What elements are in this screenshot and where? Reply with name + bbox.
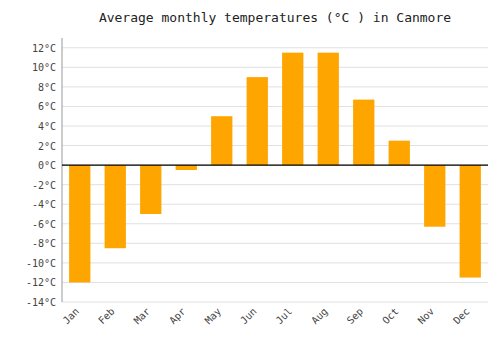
bar xyxy=(424,165,445,227)
grid-line xyxy=(62,302,488,303)
bar xyxy=(247,77,268,165)
y-tick-label: -10°C xyxy=(26,258,56,269)
x-tick-label: Mar xyxy=(132,306,153,327)
y-axis-line xyxy=(62,38,63,302)
bar xyxy=(353,100,374,166)
bar xyxy=(105,165,126,248)
title: Average monthly temperatures (°C ) in Ca… xyxy=(99,10,451,25)
y-tick-label: -8°C xyxy=(32,238,56,249)
bar xyxy=(318,53,339,165)
grid-line xyxy=(62,106,488,107)
grid-line xyxy=(62,126,488,127)
bar xyxy=(176,165,197,170)
x-tick-label: Jun xyxy=(238,306,259,327)
x-tick-label: Aug xyxy=(309,306,330,327)
y-tick-label: 2°C xyxy=(38,141,56,152)
y-tick-label: -2°C xyxy=(32,180,56,191)
y-tick-label: 4°C xyxy=(38,121,56,132)
bar xyxy=(211,116,232,165)
baseline xyxy=(62,165,488,166)
bar xyxy=(140,165,161,214)
grid-line xyxy=(62,243,488,244)
grid-line xyxy=(62,262,488,263)
x-tick-label: Jan xyxy=(61,306,82,327)
y-tick-label: 8°C xyxy=(38,82,56,93)
y-tick-label: 10°C xyxy=(32,62,56,73)
grid-line xyxy=(62,67,488,68)
chart: Average monthly temperatures (°C ) in Ca… xyxy=(0,0,500,350)
grid-line xyxy=(62,165,488,166)
grid-line xyxy=(62,282,488,283)
grid-line xyxy=(62,47,488,48)
grid xyxy=(62,48,488,302)
grid-line xyxy=(62,86,488,87)
x-tick-label: Nov xyxy=(416,306,437,327)
y-tick-label: 0°C xyxy=(38,160,56,171)
bar xyxy=(282,53,303,165)
y-tick-label: -4°C xyxy=(32,199,56,210)
y-tick-label: 6°C xyxy=(38,101,56,112)
x-tick-label: Dec xyxy=(451,306,472,327)
x-tick-label: Oct xyxy=(380,306,401,327)
y-tick-label: 12°C xyxy=(32,43,56,54)
x-tick-label: Apr xyxy=(167,306,188,327)
bars xyxy=(69,53,481,283)
grid-line xyxy=(62,145,488,146)
y-tick-label: -14°C xyxy=(26,297,56,308)
x-tick-label: May xyxy=(203,306,224,327)
x-tick-label: Feb xyxy=(96,306,117,327)
y-tick-label: -6°C xyxy=(32,219,56,230)
bar xyxy=(69,165,90,282)
x-tick-label: Jul xyxy=(274,306,295,327)
bar xyxy=(460,165,481,277)
bar xyxy=(389,141,410,165)
x-tick-label: Sep xyxy=(345,306,366,327)
y-tick-label: -12°C xyxy=(26,277,56,288)
